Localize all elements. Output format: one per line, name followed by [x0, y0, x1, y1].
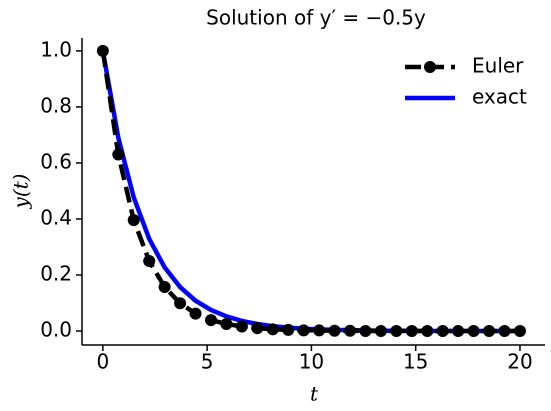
x-tick-label: 15 — [403, 350, 428, 374]
marker — [235, 320, 248, 333]
marker — [174, 297, 187, 310]
marker — [158, 281, 171, 294]
marker — [313, 324, 326, 337]
marker — [483, 324, 496, 337]
marker — [467, 324, 480, 337]
marker — [204, 314, 217, 327]
y-tick-label: 0.4 — [40, 205, 72, 229]
line-0 — [100, 50, 520, 334]
marker — [390, 324, 403, 337]
marker — [498, 324, 511, 337]
legend-label: Euler — [472, 54, 524, 78]
marker — [436, 324, 449, 337]
marker — [328, 324, 341, 337]
y-tick-label: 0.6 — [40, 149, 72, 173]
marker — [344, 324, 357, 337]
y-tick-label: 0.0 — [40, 317, 72, 341]
legend-marker — [424, 61, 436, 73]
x-axis-label: t — [310, 382, 319, 406]
marker — [282, 323, 295, 336]
marker — [112, 148, 125, 161]
y-tick-label: 0.8 — [40, 93, 72, 117]
marker — [251, 322, 264, 335]
marker — [359, 324, 372, 337]
marker — [421, 324, 434, 337]
x-tick-label: 0 — [96, 350, 109, 374]
y-tick-label: 0.2 — [40, 261, 72, 285]
chart-title: Solution of y′ = −0.5y — [206, 6, 426, 30]
marker — [189, 307, 202, 320]
marker — [374, 324, 387, 337]
y-tick-label: 1.0 — [40, 37, 72, 61]
y-axis-label: y(t) — [9, 174, 33, 210]
x-tick-label: 20 — [507, 350, 532, 374]
marker — [220, 317, 233, 330]
marker — [513, 324, 526, 337]
marker — [452, 324, 465, 337]
marker — [266, 323, 279, 336]
x-tick-label: 5 — [201, 350, 214, 374]
marker — [143, 254, 156, 267]
legend-label: exact — [472, 85, 527, 109]
x-tick-label: 10 — [299, 350, 324, 374]
marker — [405, 324, 418, 337]
marker — [127, 214, 140, 227]
marker — [96, 44, 109, 57]
marker — [297, 324, 310, 337]
